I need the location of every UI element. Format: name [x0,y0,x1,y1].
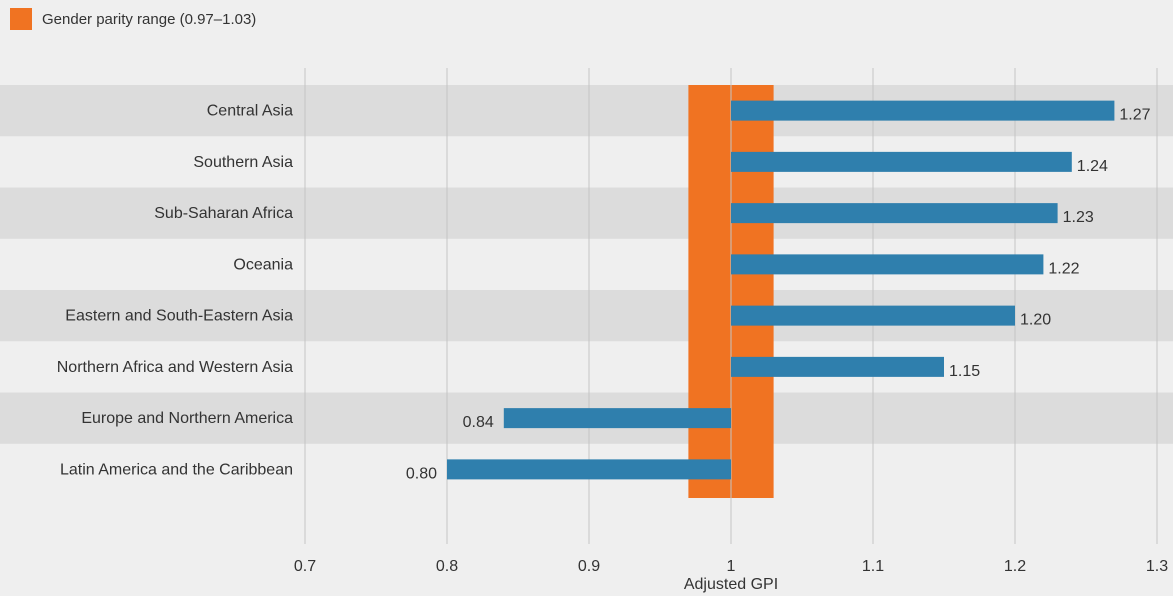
x-axis-title: Adjusted GPI [684,576,778,593]
value-label: 0.80 [406,465,437,482]
bar [731,356,944,377]
category-label: Sub-Saharan Africa [154,205,293,222]
value-label: 1.23 [1063,209,1094,226]
bar [731,100,1115,121]
bar [503,408,731,429]
legend-swatch [10,8,32,30]
x-tick-label: 1 [727,558,736,575]
bar [731,151,1072,172]
value-label: 1.24 [1077,158,1108,175]
category-label: Central Asia [207,103,293,120]
labels-layer: 0.7 0.8 0.9 1 1.1 1.2 1.3 Central Asia 1.27 South… [57,103,1168,575]
value-label: 0.84 [463,414,494,431]
value-label: 1.20 [1020,312,1051,329]
value-label: 1.22 [1048,260,1079,277]
x-tick-label: 1.2 [1004,558,1026,575]
category-label: Europe and Northern America [81,410,293,427]
bar [731,203,1058,224]
x-tick-label: 0.9 [578,558,600,575]
bar [447,459,731,480]
bar [731,305,1015,326]
value-label: 1.27 [1119,107,1150,124]
bar [731,254,1044,275]
category-label: Southern Asia [193,154,293,171]
category-label: Latin America and the Caribbean [60,461,293,478]
category-label: Oceania [233,256,293,273]
category-label: Eastern and South-Eastern Asia [65,308,293,325]
chart-legend: Gender parity range (0.97–1.03) [10,8,256,30]
x-tick-label: 1.1 [862,558,884,575]
x-tick-label: 1.3 [1146,558,1168,575]
legend-label: Gender parity range (0.97–1.03) [42,10,257,28]
x-tick-label: 0.8 [436,558,458,575]
bars-layer [447,100,1115,480]
value-label: 1.15 [949,363,980,380]
category-label: Northern Africa and Western Asia [57,359,293,376]
x-tick-label: 0.7 [294,558,316,575]
